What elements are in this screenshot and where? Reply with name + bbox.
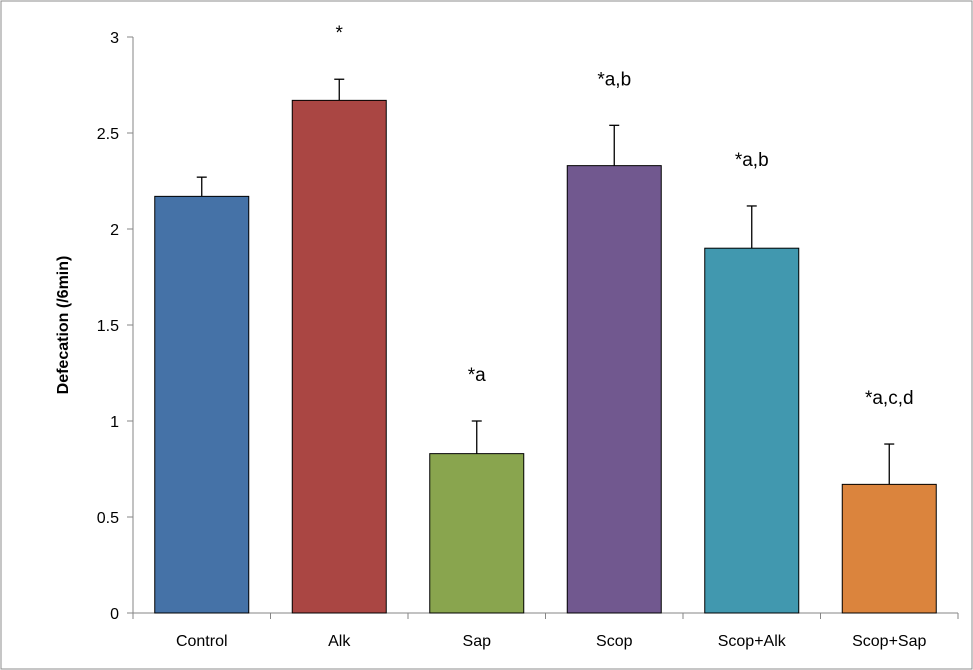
bar-control	[154, 195, 250, 614]
y-axis-label: Defecation (/6min)	[55, 256, 72, 395]
y-tick-label: 0.5	[97, 510, 119, 527]
y-tick-label: 2.5	[97, 126, 119, 143]
significance-label: *a,b	[735, 150, 769, 171]
significance-label: *a,b	[597, 69, 631, 90]
bar-alk	[291, 99, 387, 614]
y-tick-label: 0	[110, 606, 119, 623]
bars-group	[154, 99, 937, 614]
y-axis: 0 0.5 1 1.5 2 2.5 3	[97, 30, 134, 623]
x-tick-label: Scop	[596, 633, 633, 650]
bar-scop	[566, 165, 662, 614]
x-tick-label: Alk	[328, 633, 351, 650]
significance-label: *a	[468, 365, 486, 386]
y-tick-label: 1.5	[97, 318, 119, 335]
error-bars-group	[196, 78, 895, 485]
bar-sap	[429, 453, 525, 614]
y-tick-label: 1	[110, 414, 119, 431]
x-tick-label: Scop+Sap	[852, 633, 926, 650]
x-tick-label: Sap	[463, 633, 492, 650]
x-tick-label: Scop+Alk	[718, 633, 787, 650]
x-tick-label: Control	[176, 633, 228, 650]
y-tick-label: 2	[110, 222, 119, 239]
bar-scop-sap	[841, 483, 937, 614]
annotations-group: * *a *a,b *a,b *a,c,d	[336, 23, 914, 409]
bar-scop-alk	[704, 247, 800, 614]
significance-label: *	[336, 23, 344, 44]
x-axis: Control Alk Sap Scop Scop+Alk Scop+Sap	[132, 612, 959, 650]
y-tick-label: 3	[110, 30, 119, 47]
significance-label: *a,c,d	[865, 388, 914, 409]
